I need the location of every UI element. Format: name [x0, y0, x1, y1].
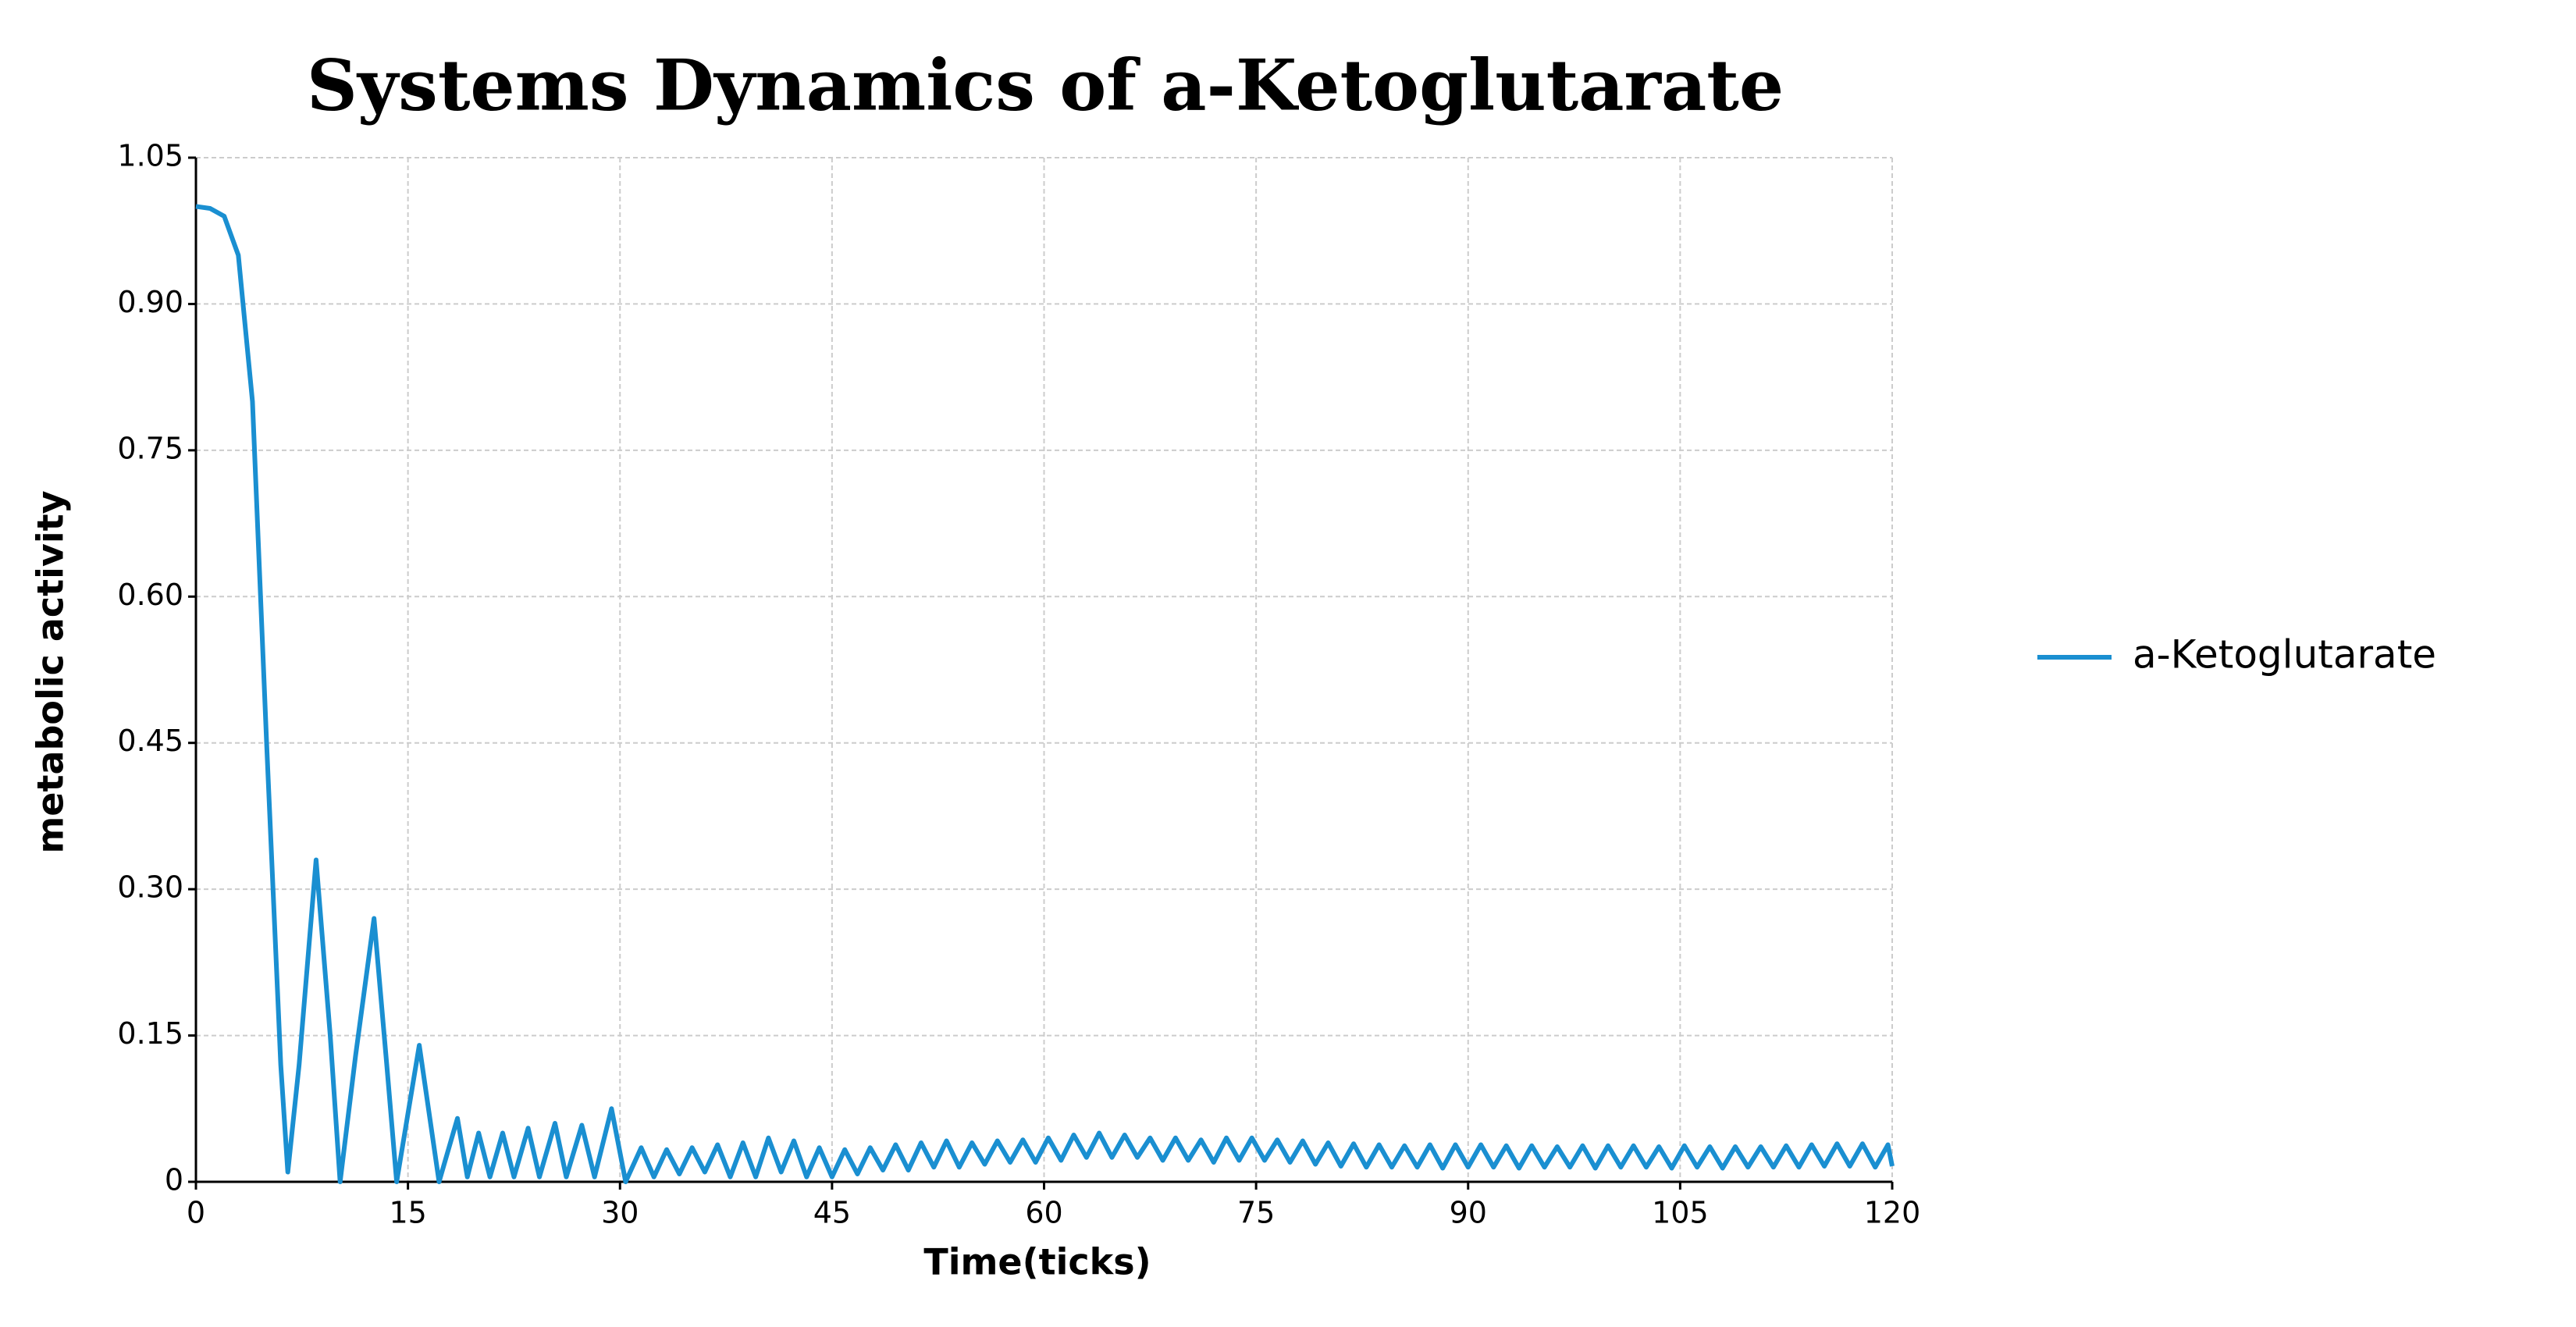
- y-tick-label: 1.05: [117, 139, 183, 173]
- x-tick-label: 45: [813, 1196, 851, 1230]
- x-tick-label: 0: [187, 1196, 205, 1230]
- y-tick-label: 0.75: [117, 431, 183, 465]
- x-tick-label: 90: [1450, 1196, 1487, 1230]
- x-tick-label: 15: [389, 1196, 426, 1230]
- y-tick-label: 0.15: [117, 1016, 183, 1051]
- data-line: [195, 204, 1895, 1184]
- y-tick-label: 0: [165, 1163, 183, 1197]
- x-tick-label: 75: [1237, 1196, 1275, 1230]
- y-tick-label: 0.90: [117, 285, 183, 319]
- y-tick-label: 0.45: [117, 724, 183, 758]
- x-tick-label: 30: [601, 1196, 639, 1230]
- chart-title: Systems Dynamics of a-Ketoglutarate: [307, 44, 1784, 127]
- x-axis-label: Time(ticks): [923, 1241, 1151, 1283]
- y-tick-label: 0.60: [117, 578, 183, 612]
- y-axis-label: metabolic activity: [30, 490, 72, 853]
- x-tick-label: 105: [1652, 1196, 1709, 1230]
- legend-label: a-Ketoglutarate: [2133, 632, 2436, 678]
- y-tick-label: 0.30: [117, 870, 183, 905]
- x-tick-label: 60: [1025, 1196, 1062, 1230]
- x-tick-label: 120: [1864, 1196, 1921, 1230]
